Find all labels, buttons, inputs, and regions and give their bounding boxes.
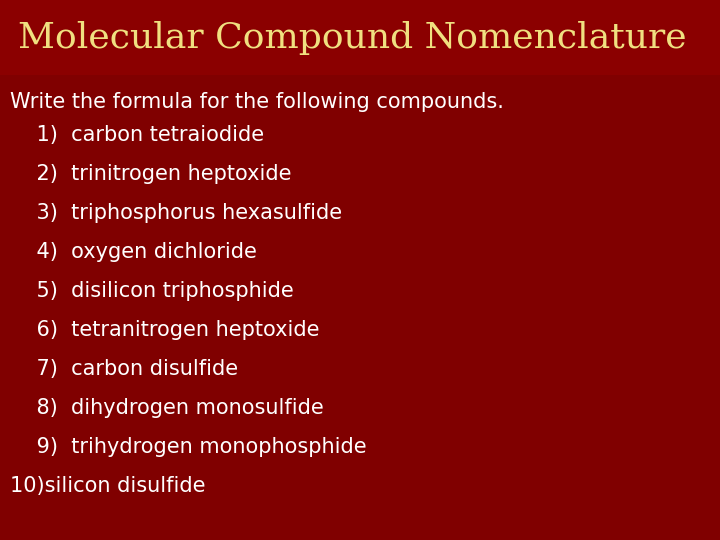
Text: 9)  trihydrogen monophosphide: 9) trihydrogen monophosphide	[10, 437, 366, 457]
Bar	[0, 0, 720, 75]
Text: 1)  carbon tetraiodide: 1) carbon tetraiodide	[10, 125, 264, 145]
Text: 5)  disilicon triphosphide: 5) disilicon triphosphide	[10, 281, 294, 301]
Text: 3)  triphosphorus hexasulfide: 3) triphosphorus hexasulfide	[10, 203, 342, 223]
Text: 10)silicon disulfide: 10)silicon disulfide	[10, 476, 205, 496]
Text: 6)  tetranitrogen heptoxide: 6) tetranitrogen heptoxide	[10, 320, 320, 340]
Text: 4)  oxygen dichloride: 4) oxygen dichloride	[10, 242, 257, 262]
Text: Write the formula for the following compounds.: Write the formula for the following comp…	[10, 92, 504, 112]
Text: 2)  trinitrogen heptoxide: 2) trinitrogen heptoxide	[10, 164, 292, 184]
Text: 7)  carbon disulfide: 7) carbon disulfide	[10, 359, 238, 379]
Text: 8)  dihydrogen monosulfide: 8) dihydrogen monosulfide	[10, 398, 324, 418]
Text: Molecular Compound Nomenclature: Molecular Compound Nomenclature	[18, 21, 687, 55]
